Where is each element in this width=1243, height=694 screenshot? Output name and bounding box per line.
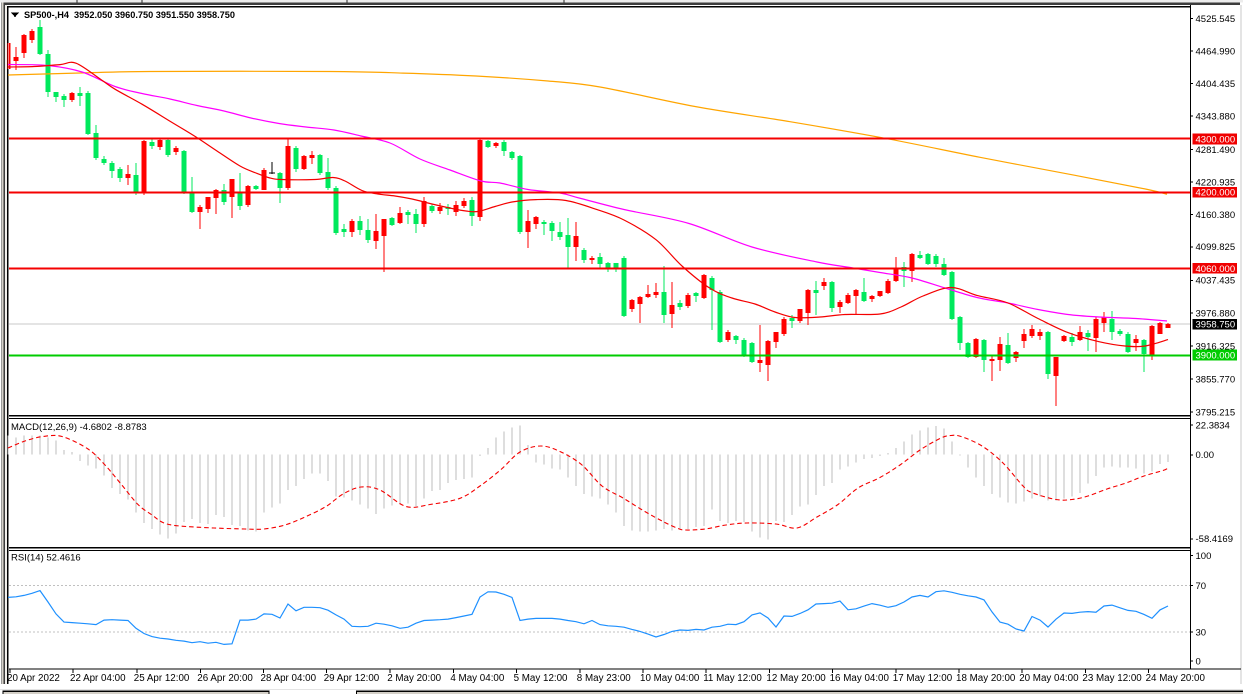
svg-text:3916.325: 3916.325 <box>1196 341 1236 352</box>
svg-text:4 May 04:00: 4 May 04:00 <box>450 673 504 684</box>
svg-text:4037.435: 4037.435 <box>1196 276 1236 287</box>
svg-text:29 Apr 12:00: 29 Apr 12:00 <box>324 673 380 684</box>
svg-text:3855.770: 3855.770 <box>1196 374 1236 385</box>
svg-text:16 May 04:00: 16 May 04:00 <box>830 673 890 684</box>
svg-text:4099.825: 4099.825 <box>1196 242 1236 253</box>
svg-text:3900.000: 3900.000 <box>1196 350 1236 361</box>
svg-text:11 May 12:00: 11 May 12:00 <box>703 673 762 684</box>
svg-text:18 May 20:00: 18 May 20:00 <box>956 673 1016 684</box>
svg-text:4404.435: 4404.435 <box>1196 79 1236 90</box>
svg-text:17 May 12:00: 17 May 12:00 <box>893 673 953 684</box>
svg-text:20 May 04:00: 20 May 04:00 <box>1019 673 1079 684</box>
svg-text:26 Apr 20:00: 26 Apr 20:00 <box>197 673 253 684</box>
svg-text:22 Apr 04:00: 22 Apr 04:00 <box>70 673 126 684</box>
svg-text:22.3834: 22.3834 <box>1196 421 1230 432</box>
svg-text:70: 70 <box>1196 581 1207 592</box>
svg-text:SP500-,H4 3952.050 3960.750 3: SP500-,H4 3952.050 3960.750 3951.550 395… <box>24 10 235 20</box>
svg-text:0: 0 <box>1196 657 1201 668</box>
svg-text:4281.490: 4281.490 <box>1196 145 1236 156</box>
svg-text:24 May 20:00: 24 May 20:00 <box>1146 673 1206 684</box>
svg-text:4200.000: 4200.000 <box>1196 188 1236 199</box>
svg-text:RSI(14) 52.4616: RSI(14) 52.4616 <box>11 553 81 564</box>
svg-text:4464.990: 4464.990 <box>1196 47 1236 58</box>
svg-text:MACD(12,26,9) -4.6802 -8.8783: MACD(12,26,9) -4.6802 -8.8783 <box>11 422 147 433</box>
svg-text:3976.880: 3976.880 <box>1196 308 1236 319</box>
svg-text:4220.935: 4220.935 <box>1196 177 1236 188</box>
svg-text:4300.000: 4300.000 <box>1196 134 1236 145</box>
svg-text:10 May 04:00: 10 May 04:00 <box>640 673 700 684</box>
svg-text:4160.380: 4160.380 <box>1196 210 1236 221</box>
svg-text:20 Apr 2022: 20 Apr 2022 <box>7 673 60 684</box>
svg-text:5 May 12:00: 5 May 12:00 <box>514 673 568 684</box>
svg-text:-58.4169: -58.4169 <box>1196 534 1234 545</box>
svg-text:12 May 20:00: 12 May 20:00 <box>766 673 826 684</box>
svg-text:4060.000: 4060.000 <box>1196 264 1236 275</box>
svg-text:3795.215: 3795.215 <box>1196 407 1236 418</box>
svg-text:4343.880: 4343.880 <box>1196 111 1236 122</box>
svg-text:2 May 20:00: 2 May 20:00 <box>387 673 441 684</box>
svg-text:3958.750: 3958.750 <box>1196 320 1236 331</box>
svg-text:23 May 12:00: 23 May 12:00 <box>1082 673 1142 684</box>
svg-text:28 Apr 04:00: 28 Apr 04:00 <box>261 673 317 684</box>
svg-text:8 May 23:00: 8 May 23:00 <box>577 673 631 684</box>
svg-text:100: 100 <box>1196 551 1212 562</box>
svg-text:25 Apr 12:00: 25 Apr 12:00 <box>134 673 190 684</box>
svg-text:30: 30 <box>1196 628 1207 639</box>
svg-text:0.00: 0.00 <box>1196 450 1215 461</box>
svg-text:4525.545: 4525.545 <box>1196 14 1236 25</box>
